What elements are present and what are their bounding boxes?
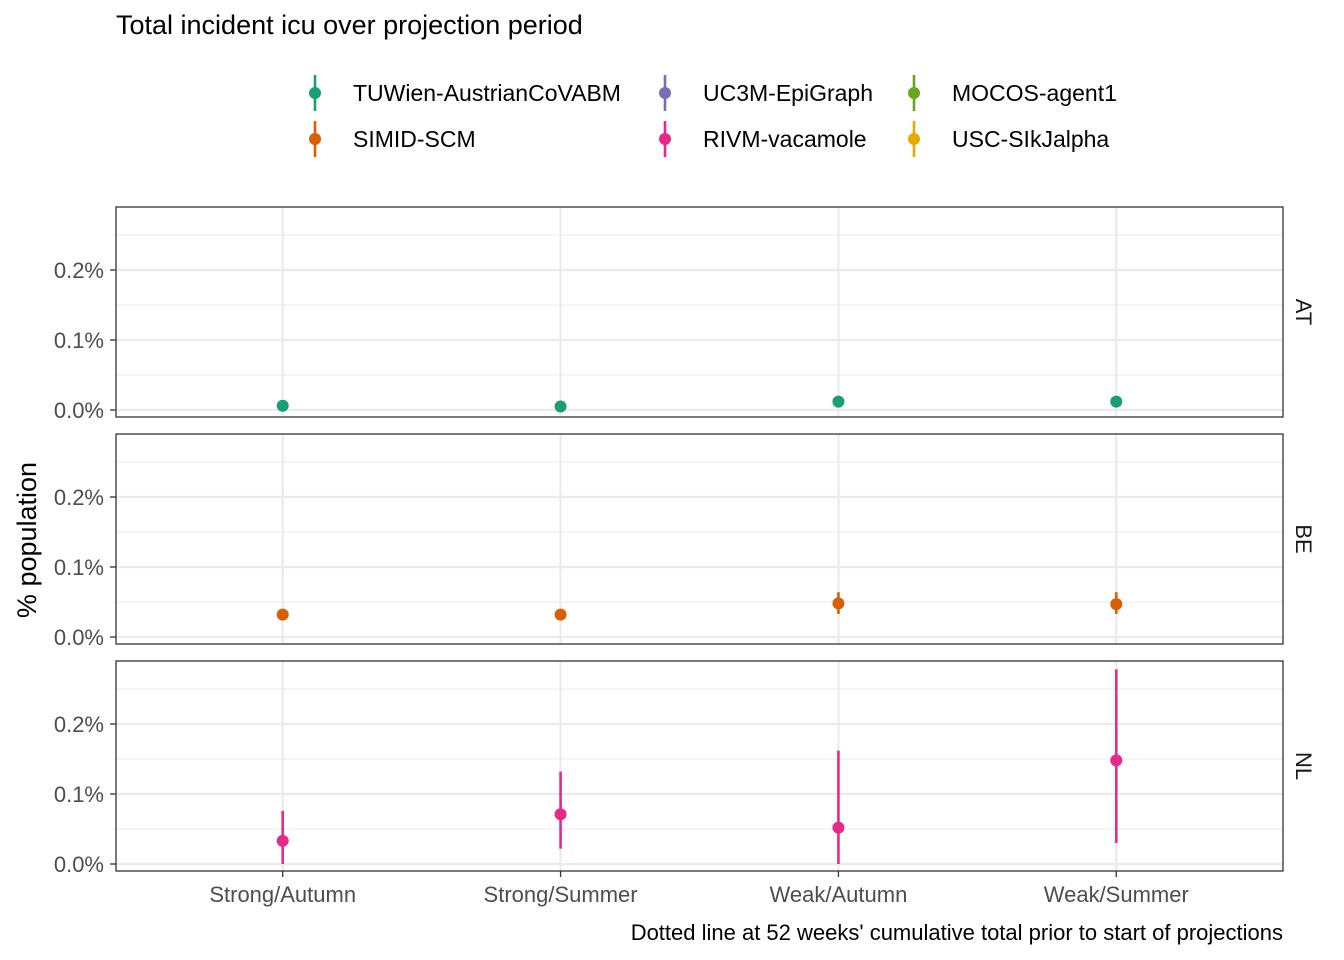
legend-label: USC-SIkJalpha bbox=[952, 126, 1109, 152]
data-point bbox=[1110, 754, 1123, 767]
data-point bbox=[276, 608, 289, 621]
panel-background bbox=[116, 207, 1283, 417]
facet-label: AT bbox=[1291, 299, 1316, 325]
y-axis-label: % population bbox=[12, 462, 42, 618]
legend-label: UC3M-EpiGraph bbox=[703, 80, 873, 106]
legend-item: SIMID-SCM bbox=[309, 121, 476, 157]
panel-be: 0.0% 0.1% 0.2% BE bbox=[54, 433, 1316, 650]
legend-key-point bbox=[309, 133, 321, 145]
data-point bbox=[554, 400, 567, 413]
legend-key-point bbox=[908, 133, 920, 145]
data-point bbox=[276, 834, 289, 847]
legend-item: USC-SIkJalpha bbox=[908, 121, 1109, 157]
panel-background bbox=[116, 434, 1283, 644]
data-point bbox=[554, 608, 567, 621]
data-point bbox=[832, 597, 845, 610]
chart-caption: Dotted line at 52 weeks' cumulative tota… bbox=[631, 920, 1283, 945]
legend-label: SIMID-SCM bbox=[353, 126, 476, 152]
legend-item: RIVM-vacamole bbox=[659, 121, 867, 157]
y-tick-label: 0.0% bbox=[54, 398, 104, 423]
y-tick-label: 0.2% bbox=[54, 485, 104, 510]
facet-label: BE bbox=[1291, 524, 1316, 553]
y-tick-label: 0.1% bbox=[54, 782, 104, 807]
y-tick-label: 0.1% bbox=[54, 555, 104, 580]
legend-label: MOCOS-agent1 bbox=[952, 80, 1117, 106]
legend-key-point bbox=[908, 87, 920, 99]
x-tick-label: Weak/Summer bbox=[1044, 882, 1189, 907]
x-tick-label: Weak/Autumn bbox=[770, 882, 908, 907]
x-tick-label: Strong/Summer bbox=[484, 882, 638, 907]
facet-label: NL bbox=[1291, 752, 1316, 780]
x-tick-label: Strong/Autumn bbox=[209, 882, 356, 907]
legend-key-point bbox=[659, 133, 671, 145]
panel-background bbox=[116, 661, 1283, 871]
legend-key-point bbox=[659, 87, 671, 99]
chart-title: Total incident icu over projection perio… bbox=[116, 10, 583, 40]
legend: TUWien-AustrianCoVABM UC3M-EpiGraph MOCOS-… bbox=[309, 75, 1117, 157]
data-point bbox=[832, 821, 845, 834]
data-point bbox=[1110, 395, 1123, 408]
panel-border bbox=[115, 433, 1284, 645]
legend-label: TUWien-AustrianCoVABM bbox=[353, 80, 621, 106]
panel-at: 0.0% 0.1% 0.2% AT bbox=[54, 206, 1316, 423]
panel-border bbox=[115, 206, 1284, 418]
legend-item: TUWien-AustrianCoVABM bbox=[309, 75, 621, 111]
panel-nl: 0.0% 0.1% 0.2% NL bbox=[54, 660, 1316, 877]
legend-label: RIVM-vacamole bbox=[703, 126, 867, 152]
y-tick-label: 0.0% bbox=[54, 625, 104, 650]
panels: 0.0% 0.1% 0.2% AT 0.0% 0.1% 0.2% BE 0.0% 0.1% 0.2%… bbox=[54, 206, 1316, 877]
x-axis: Strong/Autumn Strong/Summer Weak/Autumn Wea… bbox=[209, 871, 1189, 907]
y-tick-label: 0.2% bbox=[54, 712, 104, 737]
y-tick-label: 0.1% bbox=[54, 328, 104, 353]
data-point bbox=[554, 808, 567, 821]
legend-item: MOCOS-agent1 bbox=[908, 75, 1117, 111]
data-point bbox=[832, 395, 845, 408]
legend-key-point bbox=[309, 87, 321, 99]
data-point bbox=[276, 399, 289, 412]
data-point bbox=[1110, 598, 1123, 611]
panel-border bbox=[115, 660, 1284, 872]
y-tick-label: 0.2% bbox=[54, 258, 104, 283]
y-tick-label: 0.0% bbox=[54, 852, 104, 877]
legend-item: UC3M-EpiGraph bbox=[659, 75, 873, 111]
